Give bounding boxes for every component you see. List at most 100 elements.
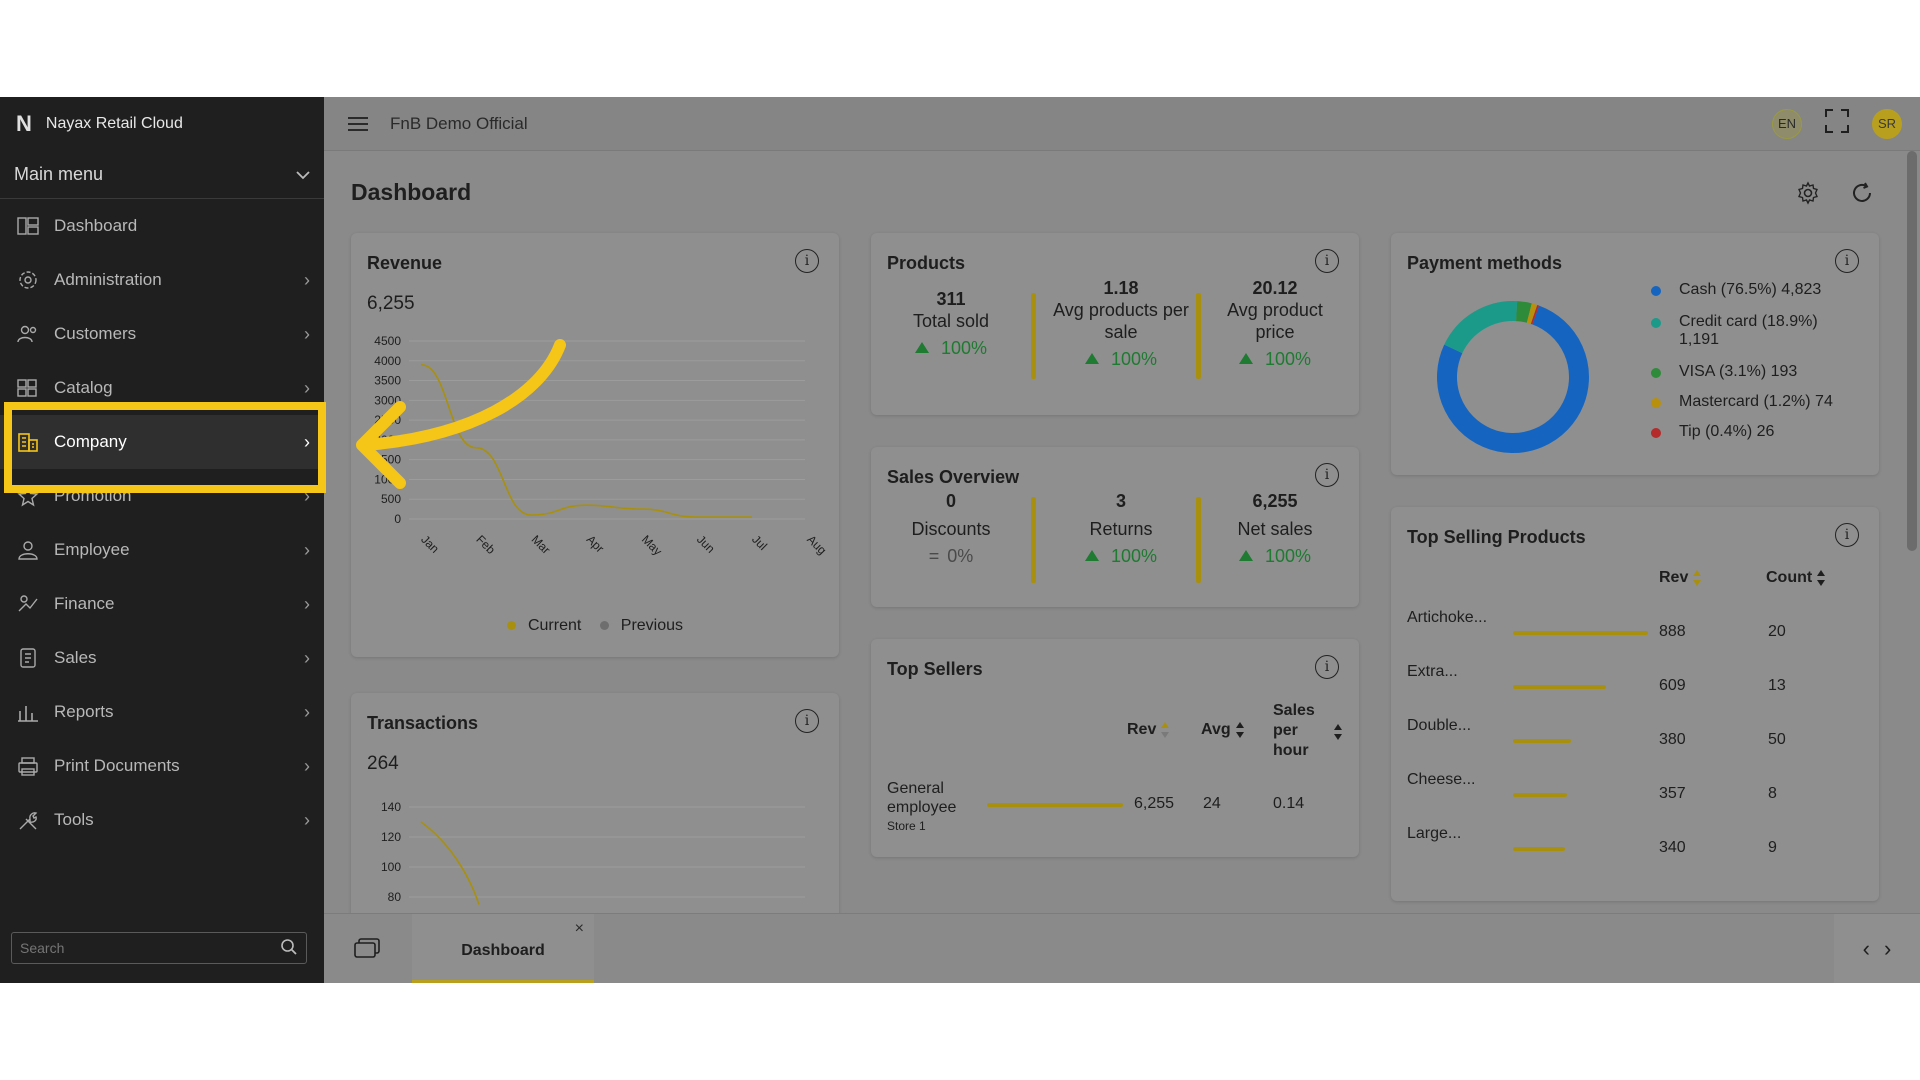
donut-slice[interactable]	[1444, 301, 1518, 354]
revenue-title: Revenue	[367, 253, 443, 273]
info-icon[interactable]: i	[1315, 249, 1339, 273]
sidebar-item-print-documents[interactable]: Print Documents ›	[0, 739, 324, 793]
close-tab-icon[interactable]: ×	[574, 920, 584, 937]
refresh-icon[interactable]	[1850, 181, 1874, 210]
sidebar-item-company[interactable]: Company ›	[0, 415, 324, 469]
sidebar-item-customers[interactable]: Customers ›	[0, 307, 324, 361]
sidebar-item-catalog[interactable]: Catalog ›	[0, 361, 324, 415]
col-count-label: Count	[1766, 569, 1813, 587]
payment-methods-card: Payment methods i Cash (76.5%) 4,823 Cred…	[1391, 233, 1879, 475]
sidebar-item-label: Customers	[54, 324, 137, 343]
stat-avg-products-per-sale: 1.18 Avg products per sale 100%	[1037, 278, 1205, 370]
y-tick-label: 120	[381, 830, 401, 844]
col-sales-per-hour[interactable]: Sales per hour	[1273, 702, 1315, 759]
stat-value: 3	[1115, 491, 1126, 511]
scrollbar-thumb[interactable]	[1907, 151, 1917, 551]
search-input[interactable]	[20, 940, 260, 956]
stat-change-value: 100%	[940, 338, 988, 358]
sidebar-item-label: Promotion	[54, 486, 132, 505]
divider	[1031, 293, 1036, 379]
y-tick-label: 3000	[374, 393, 401, 407]
col-count[interactable]: Count	[1766, 569, 1826, 587]
info-icon[interactable]: i	[1315, 655, 1339, 679]
main-menu-toggle[interactable]: Main menu	[0, 151, 324, 199]
sort-icon[interactable]	[1333, 723, 1343, 741]
search-icon[interactable]	[280, 938, 298, 959]
divider	[1031, 497, 1036, 583]
tab-dashboard[interactable]: × Dashboard	[412, 914, 594, 983]
y-tick-label: 3500	[374, 374, 401, 388]
sidebar-item-administration[interactable]: Administration ›	[0, 253, 324, 307]
x-tick-label: Apr	[584, 532, 607, 555]
sidebar-item-employee[interactable]: Employee ›	[0, 523, 324, 577]
donut-slice[interactable]	[1515, 301, 1532, 323]
product-count: 13	[1768, 677, 1786, 694]
dashboard-content: Dashboard Revenue i 6,255 0 500 1000 1500 20…	[324, 151, 1920, 933]
seller-name: General employee	[887, 780, 957, 816]
content-scrollbar[interactable]	[1904, 151, 1920, 913]
sidebar-item-finance[interactable]: Finance ›	[0, 577, 324, 631]
fullscreen-icon[interactable]	[1824, 108, 1850, 139]
sidebar-search[interactable]	[11, 932, 307, 964]
y-tick-label: 140	[381, 800, 401, 814]
sort-icon[interactable]	[1160, 721, 1170, 739]
sidebar-item-reports[interactable]: Reports ›	[0, 685, 324, 739]
product-count: 9	[1768, 839, 1777, 856]
sidebar-item-sales[interactable]: Sales ›	[0, 631, 324, 685]
stat-change-value: 100%	[1110, 546, 1158, 566]
stat-returns: 3 Returns 100%	[1037, 491, 1205, 567]
top-products-card: Top Selling Products i Rev Count Articho…	[1391, 507, 1879, 901]
payment-legend-item: VISA (3.1%) 193	[1651, 363, 1861, 381]
sidebar-item-label: Tools	[54, 810, 94, 829]
y-tick-label: 500	[381, 492, 401, 506]
payment-legend-label: Mastercard (1.2%) 74	[1679, 393, 1833, 410]
y-tick-label: 100	[381, 860, 401, 874]
col-rev[interactable]: Rev	[1659, 569, 1702, 587]
sidebar-item-tools[interactable]: Tools ›	[0, 793, 324, 847]
sales-overview-card: Sales Overview i 0 Discounts = 0% 3 Retur…	[871, 447, 1359, 607]
chevron-right-icon: ›	[304, 269, 310, 290]
hamburger-menu-icon[interactable]	[348, 113, 368, 135]
sidebar-item-promotion[interactable]: Promotion ›	[0, 469, 324, 523]
info-icon[interactable]: i	[1835, 249, 1859, 273]
brand-name: Nayax Retail Cloud	[45, 115, 183, 132]
up-arrow-icon	[914, 342, 929, 353]
seller-sph: 0.14	[1273, 795, 1305, 812]
language-button[interactable]: EN	[1772, 108, 1802, 139]
info-icon[interactable]: i	[1835, 523, 1859, 547]
sort-icon[interactable]	[1235, 721, 1245, 739]
seller-rev-bar	[987, 803, 1123, 807]
tabs-overview-icon[interactable]	[354, 938, 380, 963]
donut-slice[interactable]	[1526, 303, 1538, 324]
up-arrow-icon	[1084, 550, 1099, 561]
sidebar-item-label: Company	[54, 432, 127, 451]
sidebar-item-dashboard[interactable]: Dashboard	[0, 199, 324, 253]
payment-legend-label: VISA (3.1%) 193	[1679, 363, 1798, 380]
user-avatar[interactable]: SR	[1872, 108, 1902, 139]
stat-value: 0	[945, 491, 956, 511]
legend-current: Current	[527, 617, 582, 634]
sort-icon[interactable]	[1816, 569, 1826, 587]
y-tick-label: 2000	[374, 433, 401, 447]
top-products-title: Top Selling Products	[1407, 527, 1586, 547]
brand[interactable]: N Nayax Retail Cloud	[0, 97, 324, 151]
star-icon	[16, 485, 40, 507]
dashboard-icon	[16, 215, 40, 237]
sidebar-item-label: Finance	[54, 594, 115, 613]
payment-legend-item: Tip (0.4%) 26	[1651, 423, 1861, 441]
chevron-right-icon[interactable]: ›	[1884, 936, 1892, 961]
person-icon	[16, 539, 40, 561]
donut-slice[interactable]	[1530, 304, 1540, 325]
donut-slice[interactable]	[1437, 305, 1589, 453]
info-icon[interactable]: i	[1315, 463, 1339, 487]
info-icon[interactable]: i	[795, 249, 819, 273]
divider	[1196, 293, 1201, 379]
finance-icon	[16, 593, 40, 615]
info-icon[interactable]: i	[795, 709, 819, 733]
col-avg[interactable]: Avg	[1201, 721, 1245, 739]
sort-icon[interactable]	[1692, 569, 1702, 587]
settings-gear-icon[interactable]	[1796, 181, 1820, 210]
chevron-left-icon[interactable]: ‹	[1862, 936, 1870, 961]
sidebar-item-label: Catalog	[54, 378, 113, 397]
col-rev[interactable]: Rev	[1127, 721, 1170, 739]
